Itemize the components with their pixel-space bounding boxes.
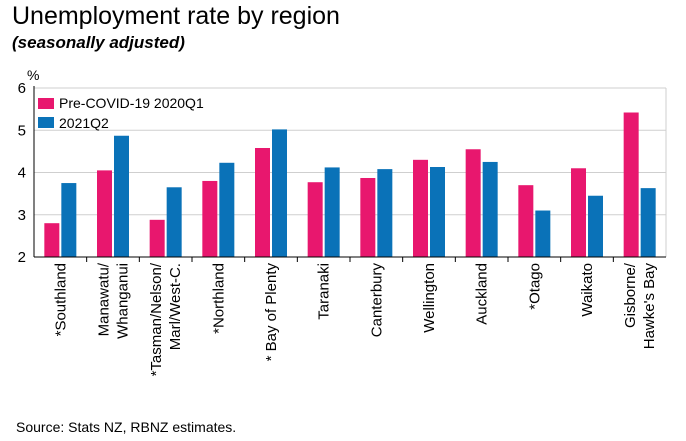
x-tick-label: Manawatu/ bbox=[96, 262, 113, 336]
bar-pre-covid-9 bbox=[518, 185, 534, 257]
x-tick-label: Canterbury bbox=[368, 263, 385, 338]
x-tick-label: *Tasman/Nelson/ bbox=[148, 262, 165, 376]
bar-pre-covid-11 bbox=[623, 112, 639, 257]
bar-2021q2-2 bbox=[166, 187, 182, 257]
x-tick-label: *Southland bbox=[52, 263, 69, 336]
bar-pre-covid-4 bbox=[255, 147, 270, 257]
legend-swatch-pre-covid bbox=[38, 98, 54, 109]
y-tick-label: 4 bbox=[18, 165, 26, 182]
legend-swatch-2021q2 bbox=[38, 117, 54, 128]
y-tick-label: 5 bbox=[18, 122, 26, 139]
bar-pre-covid-0 bbox=[44, 223, 60, 257]
chart-title: Unemployment rate by region bbox=[12, 2, 340, 30]
bar-pre-covid-6 bbox=[360, 177, 376, 257]
x-tick-label: Whanganui bbox=[115, 263, 132, 339]
legend-label-2021q2: 2021Q2 bbox=[59, 115, 109, 131]
bar-2021q2-8 bbox=[482, 161, 498, 257]
x-tick-label: * Bay of Plenty bbox=[263, 263, 280, 362]
bar-2021q2-0 bbox=[61, 183, 77, 257]
x-tick-labels: *Southland Manawatu/Whanganui *Tasman/Nels… bbox=[52, 262, 658, 376]
bar-2021q2-6 bbox=[377, 169, 393, 257]
x-tick-label: Marl/West-C. bbox=[167, 263, 184, 350]
x-tick-label: *Otago bbox=[526, 263, 543, 310]
bar-2021q2-4 bbox=[272, 129, 287, 257]
bar-pre-covid-8 bbox=[465, 149, 481, 257]
bar-pre-covid-5 bbox=[307, 182, 323, 257]
bar-2021q2-9 bbox=[535, 210, 551, 257]
axes: % bbox=[27, 67, 667, 262]
legend: Pre-COVID-19 2020Q1 2021Q2 bbox=[38, 95, 204, 131]
chart-subtitle: (seasonally adjusted) bbox=[12, 33, 185, 52]
bar-2021q2-3 bbox=[219, 162, 235, 257]
bar-2021q2-7 bbox=[430, 167, 445, 257]
bar-2021q2-11 bbox=[640, 188, 656, 257]
bar-pre-covid-7 bbox=[413, 159, 428, 257]
x-tick-label: Waikato bbox=[579, 263, 596, 317]
x-tick-label: *Northland bbox=[210, 263, 227, 334]
bar-2021q2-1 bbox=[114, 135, 129, 257]
x-tick-label: Gisborne/ bbox=[622, 262, 639, 328]
x-tick-label: Auckland bbox=[474, 263, 491, 325]
y-tick-label: 3 bbox=[18, 207, 26, 224]
legend-label-pre-covid: Pre-COVID-19 2020Q1 bbox=[59, 95, 204, 111]
bar-2021q2-5 bbox=[324, 167, 340, 257]
bar-2021q2-10 bbox=[588, 195, 603, 257]
bar-pre-covid-1 bbox=[97, 170, 112, 257]
bar-pre-covid-10 bbox=[571, 168, 586, 257]
y-tick-label: 2 bbox=[18, 249, 26, 266]
y-tick-labels: 2 3 4 5 6 bbox=[18, 80, 26, 266]
bar-pre-covid-2 bbox=[149, 219, 165, 257]
source-note: Source: Stats NZ, RBNZ estimates. bbox=[16, 419, 237, 435]
gridlines bbox=[34, 87, 666, 216]
y-tick-label: 6 bbox=[18, 80, 26, 97]
y-axis-unit: % bbox=[27, 67, 39, 83]
x-tick-label: Wellington bbox=[421, 263, 438, 333]
bar-pre-covid-3 bbox=[202, 180, 218, 257]
x-tick-label: Taranaki bbox=[316, 263, 333, 320]
bars bbox=[44, 112, 656, 257]
x-tick-label: Hawke's Bay bbox=[641, 263, 658, 350]
